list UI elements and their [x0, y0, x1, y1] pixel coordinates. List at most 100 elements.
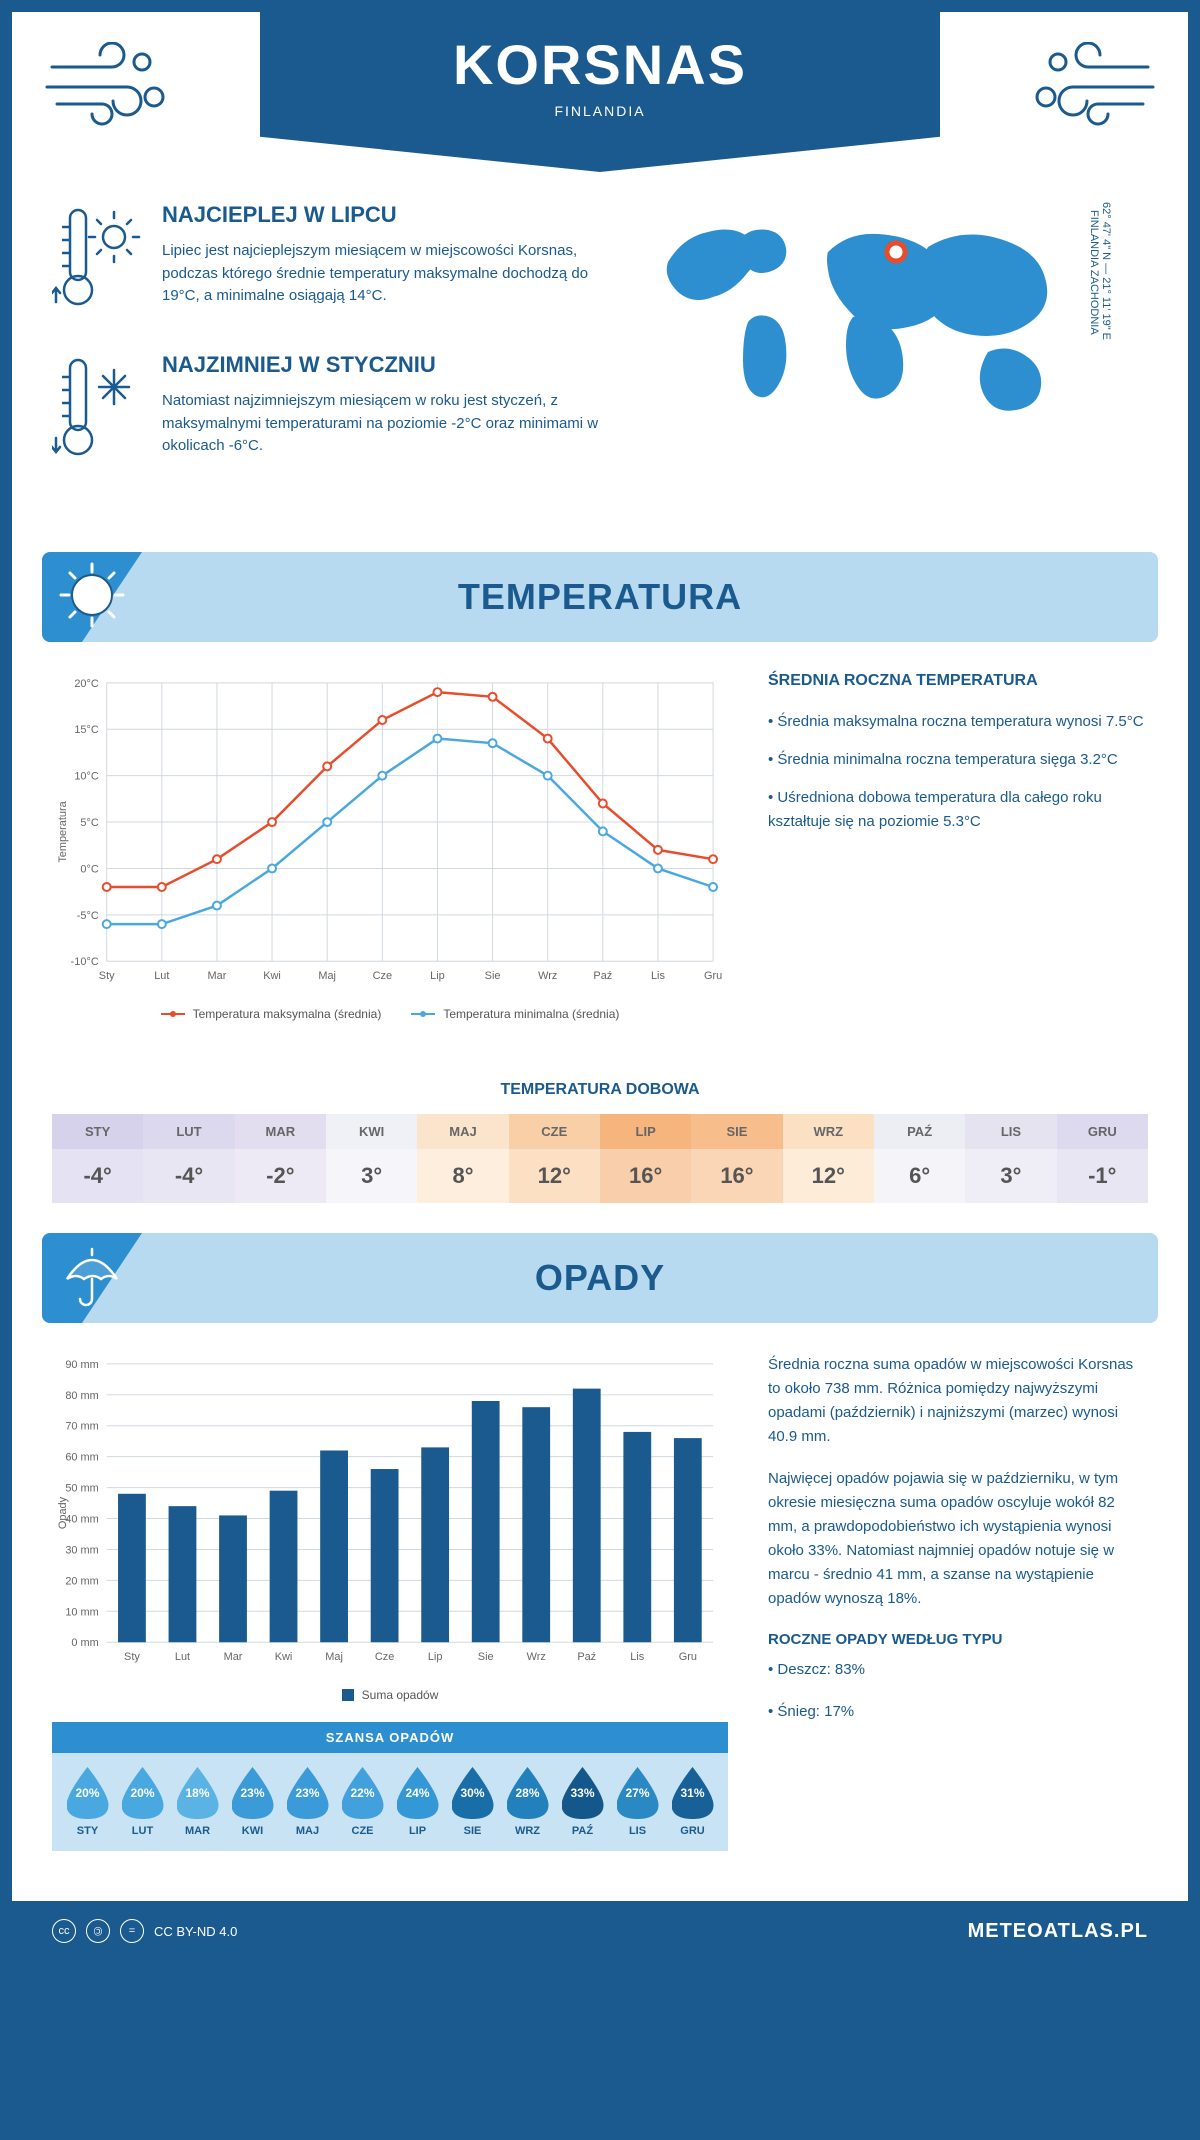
daily-cell: LUT-4° [143, 1114, 234, 1203]
svg-text:30 mm: 30 mm [65, 1544, 98, 1556]
svg-text:50 mm: 50 mm [65, 1483, 98, 1495]
warmest-title: NAJCIEPLEJ W LIPCU [162, 202, 608, 228]
legend-precip: Suma opadów [362, 1688, 439, 1702]
daily-cell: CZE12° [509, 1114, 600, 1203]
coldest-block: NAJZIMNIEJ W STYCZNIU Natomiast najzimni… [52, 352, 608, 472]
svg-text:-5°C: -5°C [77, 910, 99, 922]
svg-text:Lis: Lis [651, 970, 666, 982]
precip-type: • Śnieg: 17% [768, 1700, 1148, 1724]
coldest-title: NAJZIMNIEJ W STYCZNIU [162, 352, 608, 378]
svg-text:60 mm: 60 mm [65, 1452, 98, 1464]
precip-type-title: ROCZNE OPADY WEDŁUG TYPU [768, 1631, 1148, 1648]
chance-title: SZANSA OPADÓW [52, 1722, 728, 1753]
daily-cell: KWI3° [326, 1114, 417, 1203]
legend-max: Temperatura maksymalna (średnia) [193, 1007, 382, 1021]
svg-text:Kwi: Kwi [275, 1651, 293, 1663]
temp-aside-title: ŚREDNIA ROCZNA TEMPERATURA [768, 672, 1148, 690]
precip-p2: Najwięcej opadów pojawia się w październ… [768, 1467, 1148, 1611]
daily-cell: MAJ8° [417, 1114, 508, 1203]
wind-icon [1028, 42, 1158, 132]
daily-cell: LIP16° [600, 1114, 691, 1203]
daily-cell: LIS3° [965, 1114, 1056, 1203]
warmest-block: NAJCIEPLEJ W LIPCU Lipiec jest najcieple… [52, 202, 608, 322]
license-text: CC BY-ND 4.0 [154, 1924, 237, 1939]
precipitation-chance: SZANSA OPADÓW 20%STY20%LUT18%MAR23%KWI23… [52, 1722, 728, 1851]
svg-text:Sie: Sie [478, 1651, 494, 1663]
daily-cell: STY-4° [52, 1114, 143, 1203]
svg-text:5°C: 5°C [80, 817, 98, 829]
precip-type: • Deszcz: 83% [768, 1658, 1148, 1682]
chance-drop: 20%LUT [121, 1767, 165, 1837]
svg-text:Lut: Lut [154, 970, 169, 982]
country-name: FINLANDIA [260, 103, 940, 119]
coordinates: 62° 47' 4" N — 21° 11' 19" E FINLANDIA Z… [1088, 202, 1112, 340]
thermometer-sun-icon [52, 202, 142, 322]
world-map-icon [648, 202, 1078, 422]
svg-text:40 mm: 40 mm [65, 1513, 98, 1525]
svg-text:10°C: 10°C [74, 771, 99, 783]
daily-cell: MAR-2° [235, 1114, 326, 1203]
svg-text:-10°C: -10°C [71, 956, 99, 968]
precipitation-summary: Średnia roczna suma opadów w miejscowośc… [768, 1353, 1148, 1871]
svg-text:Temperatura: Temperatura [57, 800, 69, 862]
chance-drop: 23%MAJ [286, 1767, 330, 1837]
wind-icon [42, 42, 172, 132]
temperature-chart: -10°C-5°C0°C5°C10°C15°C20°CStyLutMarKwiM… [52, 672, 728, 1021]
precipitation-chart: 0 mm10 mm20 mm30 mm40 mm50 mm60 mm70 mm8… [52, 1353, 728, 1673]
daily-cell: GRU-1° [1057, 1114, 1148, 1203]
temp-bullet: • Uśredniona dobowa temperatura dla całe… [768, 786, 1148, 834]
chance-drop: 24%LIP [396, 1767, 440, 1837]
chance-drop: 30%SIE [451, 1767, 495, 1837]
precip-p1: Średnia roczna suma opadów w miejscowośc… [768, 1353, 1148, 1449]
svg-text:Opady: Opady [57, 1496, 69, 1529]
daily-temp-table: STY-4°LUT-4°MAR-2°KWI3°MAJ8°CZE12°LIP16°… [52, 1114, 1148, 1203]
svg-text:Mar: Mar [208, 970, 227, 982]
svg-text:Lis: Lis [630, 1651, 645, 1663]
umbrella-icon [57, 1241, 127, 1311]
svg-text:20°C: 20°C [74, 678, 99, 690]
daily-cell: PAŹ6° [874, 1114, 965, 1203]
section-banner-precip: OPADY [42, 1233, 1158, 1323]
thermometer-snow-icon [52, 352, 142, 472]
svg-text:Mar: Mar [224, 1651, 243, 1663]
svg-text:Paź: Paź [577, 1651, 596, 1663]
header: KORSNAS FINLANDIA [12, 12, 1188, 172]
daily-cell: WRZ12° [783, 1114, 874, 1203]
svg-text:Maj: Maj [325, 1651, 343, 1663]
svg-text:Kwi: Kwi [263, 970, 281, 982]
svg-text:10 mm: 10 mm [65, 1606, 98, 1618]
svg-text:Paź: Paź [593, 970, 612, 982]
coldest-text: Natomiast najzimniejszym miesiącem w rok… [162, 390, 608, 458]
svg-text:Lip: Lip [430, 970, 445, 982]
chance-drop: 23%KWI [231, 1767, 275, 1837]
svg-text:Cze: Cze [373, 970, 392, 982]
chance-drop: 27%LIS [616, 1767, 660, 1837]
highlights: NAJCIEPLEJ W LIPCU Lipiec jest najcieple… [12, 172, 1188, 532]
temp-bullet: • Średnia maksymalna roczna temperatura … [768, 710, 1148, 734]
page: KORSNAS FINLANDIA [0, 0, 1200, 1973]
chance-drop: 22%CZE [341, 1767, 385, 1837]
chance-drop: 33%PAŹ [561, 1767, 605, 1837]
svg-text:70 mm: 70 mm [65, 1421, 98, 1433]
svg-text:0 mm: 0 mm [71, 1637, 98, 1649]
nd-icon: = [120, 1919, 144, 1943]
svg-text:Cze: Cze [375, 1651, 394, 1663]
section-title-temp: TEMPERATURA [458, 576, 742, 618]
chart-legend: Temperatura maksymalna (średnia) Tempera… [52, 1007, 728, 1021]
footer: cc 🄯 = CC BY-ND 4.0 METEOATLAS.PL [12, 1901, 1188, 1961]
svg-text:Wrz: Wrz [527, 1651, 546, 1663]
svg-text:Sty: Sty [99, 970, 115, 982]
site-name: METEOATLAS.PL [968, 1920, 1148, 1943]
svg-text:Lip: Lip [428, 1651, 443, 1663]
svg-text:Sty: Sty [124, 1651, 140, 1663]
svg-text:15°C: 15°C [74, 724, 99, 736]
warmest-text: Lipiec jest najcieplejszym miesiącem w m… [162, 240, 608, 308]
svg-text:Gru: Gru [704, 970, 722, 982]
chance-drop: 20%STY [66, 1767, 110, 1837]
svg-text:80 mm: 80 mm [65, 1390, 98, 1402]
daily-temp-title: TEMPERATURA DOBOWA [12, 1081, 1188, 1099]
region-name: FINLANDIA ZACHODNIA [1088, 210, 1100, 340]
daily-cell: SIE16° [691, 1114, 782, 1203]
chance-drop: 18%MAR [176, 1767, 220, 1837]
svg-text:Lut: Lut [175, 1651, 190, 1663]
